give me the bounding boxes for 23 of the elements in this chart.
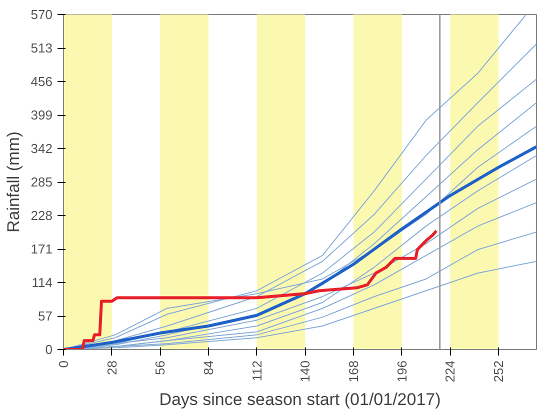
x-tick-label: 112 [249,360,264,382]
y-axis-title: Rainfall (mm) [4,131,23,233]
x-tick-label: 224 [442,360,458,382]
x-tick-label: 168 [346,360,362,382]
y-tick-label: 114 [32,275,53,290]
x-tick-label: 0 [56,360,71,368]
y-tick-label: 570 [30,7,53,22]
y-tick-label: 513 [30,40,53,56]
x-tick-label: 28 [104,360,120,375]
y-tick-label: 399 [30,108,53,122]
x-tick-label: 84 [201,360,216,375]
y-tick-label: 57 [38,308,53,324]
x-tick-label: 140 [298,360,313,382]
x-axis-title: Days since season start (01/01/2017) [159,390,441,410]
y-tick-label: 285 [30,174,53,190]
y-tick-label: 0 [45,342,53,357]
x-tick-label: 196 [394,360,410,382]
y-tick-label: 228 [30,208,53,223]
y-tick-label: 456 [30,74,53,89]
x-tick-label: 56 [152,360,168,375]
x-tick-label: 252 [491,360,506,382]
y-tick-label: 171 [30,242,53,256]
y-tick-label: 342 [30,141,53,156]
